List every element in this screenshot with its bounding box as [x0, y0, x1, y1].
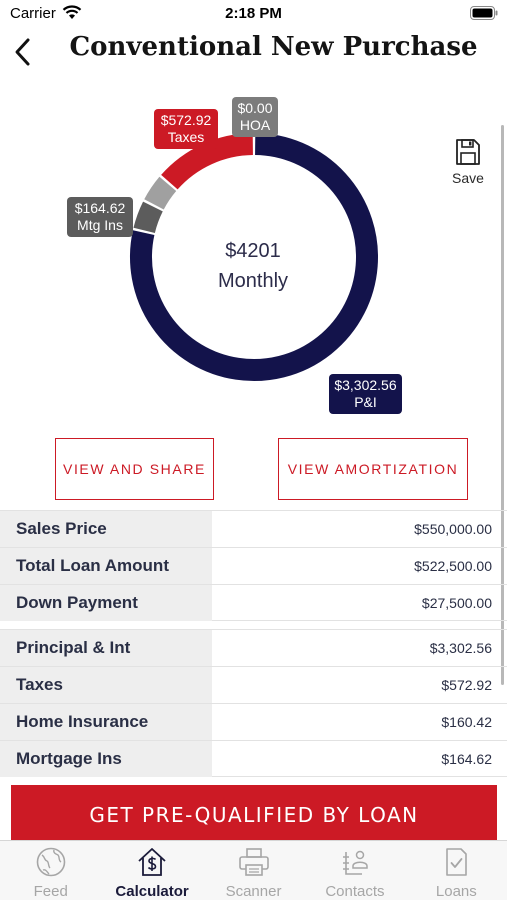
- mtg-ins-tag-label: Mtg Ins: [77, 217, 123, 233]
- row-value: $160.42: [441, 714, 492, 730]
- payment-breakdown-table: Principal & Int $3,302.56 Taxes $572.92 …: [0, 629, 507, 777]
- row-label: Total Loan Amount: [0, 548, 212, 584]
- tab-feed[interactable]: Feed: [0, 841, 101, 900]
- row-value: $164.62: [441, 751, 492, 767]
- get-prequalified-button[interactable]: GET PRE-QUALIFIED BY LOAN: [11, 785, 497, 845]
- clock: 2:18 PM: [225, 5, 282, 22]
- tab-bar: Feed Calculator Scanner Contacts: [0, 840, 507, 900]
- scroll-indicator[interactable]: [501, 125, 504, 685]
- donut-segment-p-i: [130, 133, 378, 381]
- taxes-tag: $572.92 Taxes: [154, 109, 218, 149]
- save-label: Save: [452, 170, 484, 186]
- monthly-total: $4201: [225, 240, 281, 262]
- row-value: $572.92: [441, 677, 492, 693]
- row-label: Down Payment: [0, 585, 212, 621]
- donut-svg: [130, 133, 378, 381]
- mtg-ins-tag: $164.62 Mtg Ins: [67, 197, 133, 237]
- battery-icon: [470, 6, 498, 20]
- donut-segment-mtg-ins: [133, 201, 163, 234]
- wifi-icon: [62, 5, 82, 19]
- table-row: Mortgage Ins $164.62: [0, 740, 507, 777]
- row-value: $550,000.00: [414, 521, 492, 537]
- status-bar: Carrier 2:18 PM: [0, 0, 507, 28]
- house-dollar-icon: [138, 848, 166, 876]
- tab-label: Contacts: [325, 883, 385, 900]
- globe-icon: [36, 847, 66, 877]
- back-chevron-icon[interactable]: [8, 34, 38, 70]
- hoa-tag: $0.00 HOA: [232, 97, 278, 137]
- row-label: Sales Price: [0, 511, 212, 547]
- row-label: Principal & Int: [0, 630, 212, 666]
- taxes-tag-label: Taxes: [167, 129, 205, 145]
- donut-segment-taxes: [161, 133, 254, 190]
- carrier-label: Carrier: [10, 5, 56, 22]
- monthly-label: Monthly: [217, 270, 289, 292]
- save-button[interactable]: Save: [446, 138, 490, 192]
- hoa-tag-amount: $0.00: [237, 100, 273, 116]
- pi-tag-amount: $3,302.56: [334, 377, 397, 393]
- row-value: $522,500.00: [414, 558, 492, 574]
- pi-tag: $3,302.56 P&I: [329, 374, 402, 414]
- row-label: Mortgage Ins: [0, 741, 212, 777]
- tab-contacts[interactable]: Contacts: [304, 841, 405, 900]
- table-row: Sales Price $550,000.00: [0, 510, 507, 547]
- view-and-share-button[interactable]: VIEW AND SHARE: [55, 438, 214, 500]
- tab-loans[interactable]: Loans: [406, 841, 507, 900]
- view-amortization-button[interactable]: VIEW AMORTIZATION: [278, 438, 468, 500]
- document-check-icon: [446, 848, 468, 876]
- tab-scanner[interactable]: Scanner: [203, 841, 304, 900]
- pi-tag-label: P&I: [354, 394, 377, 410]
- loan-summary-table: Sales Price $550,000.00 Total Loan Amoun…: [0, 510, 507, 621]
- tab-calculator[interactable]: Calculator: [101, 841, 202, 900]
- table-row: Home Insurance $160.42: [0, 703, 507, 740]
- taxes-tag-amount: $572.92: [160, 112, 212, 128]
- payment-donut-chart: $4201 Monthly: [0, 90, 507, 430]
- page-title: Conventional New Purchase: [69, 32, 478, 62]
- table-row: Taxes $572.92: [0, 666, 507, 703]
- row-label: Home Insurance: [0, 704, 212, 740]
- tab-label: Loans: [435, 883, 477, 900]
- table-row: Principal & Int $3,302.56: [0, 629, 507, 666]
- table-row: Down Payment $27,500.00: [0, 584, 507, 621]
- nav-bar: Conventional New Purchase: [0, 28, 507, 78]
- tab-label: Scanner: [225, 883, 282, 900]
- row-value: $27,500.00: [421, 595, 492, 611]
- mtg-ins-tag-amount: $164.62: [74, 200, 126, 216]
- tab-label: Feed: [33, 883, 68, 900]
- donut-segment-home-insurance: [144, 176, 177, 210]
- contacts-icon: [342, 850, 368, 875]
- table-row: Total Loan Amount $522,500.00: [0, 547, 507, 584]
- printer-icon: [238, 848, 269, 876]
- row-label: Taxes: [0, 667, 212, 703]
- tab-label: Calculator: [115, 883, 189, 900]
- floppy-disk-icon: [456, 139, 480, 165]
- hoa-tag-label: HOA: [239, 117, 271, 133]
- row-value: $3,302.56: [429, 640, 492, 656]
